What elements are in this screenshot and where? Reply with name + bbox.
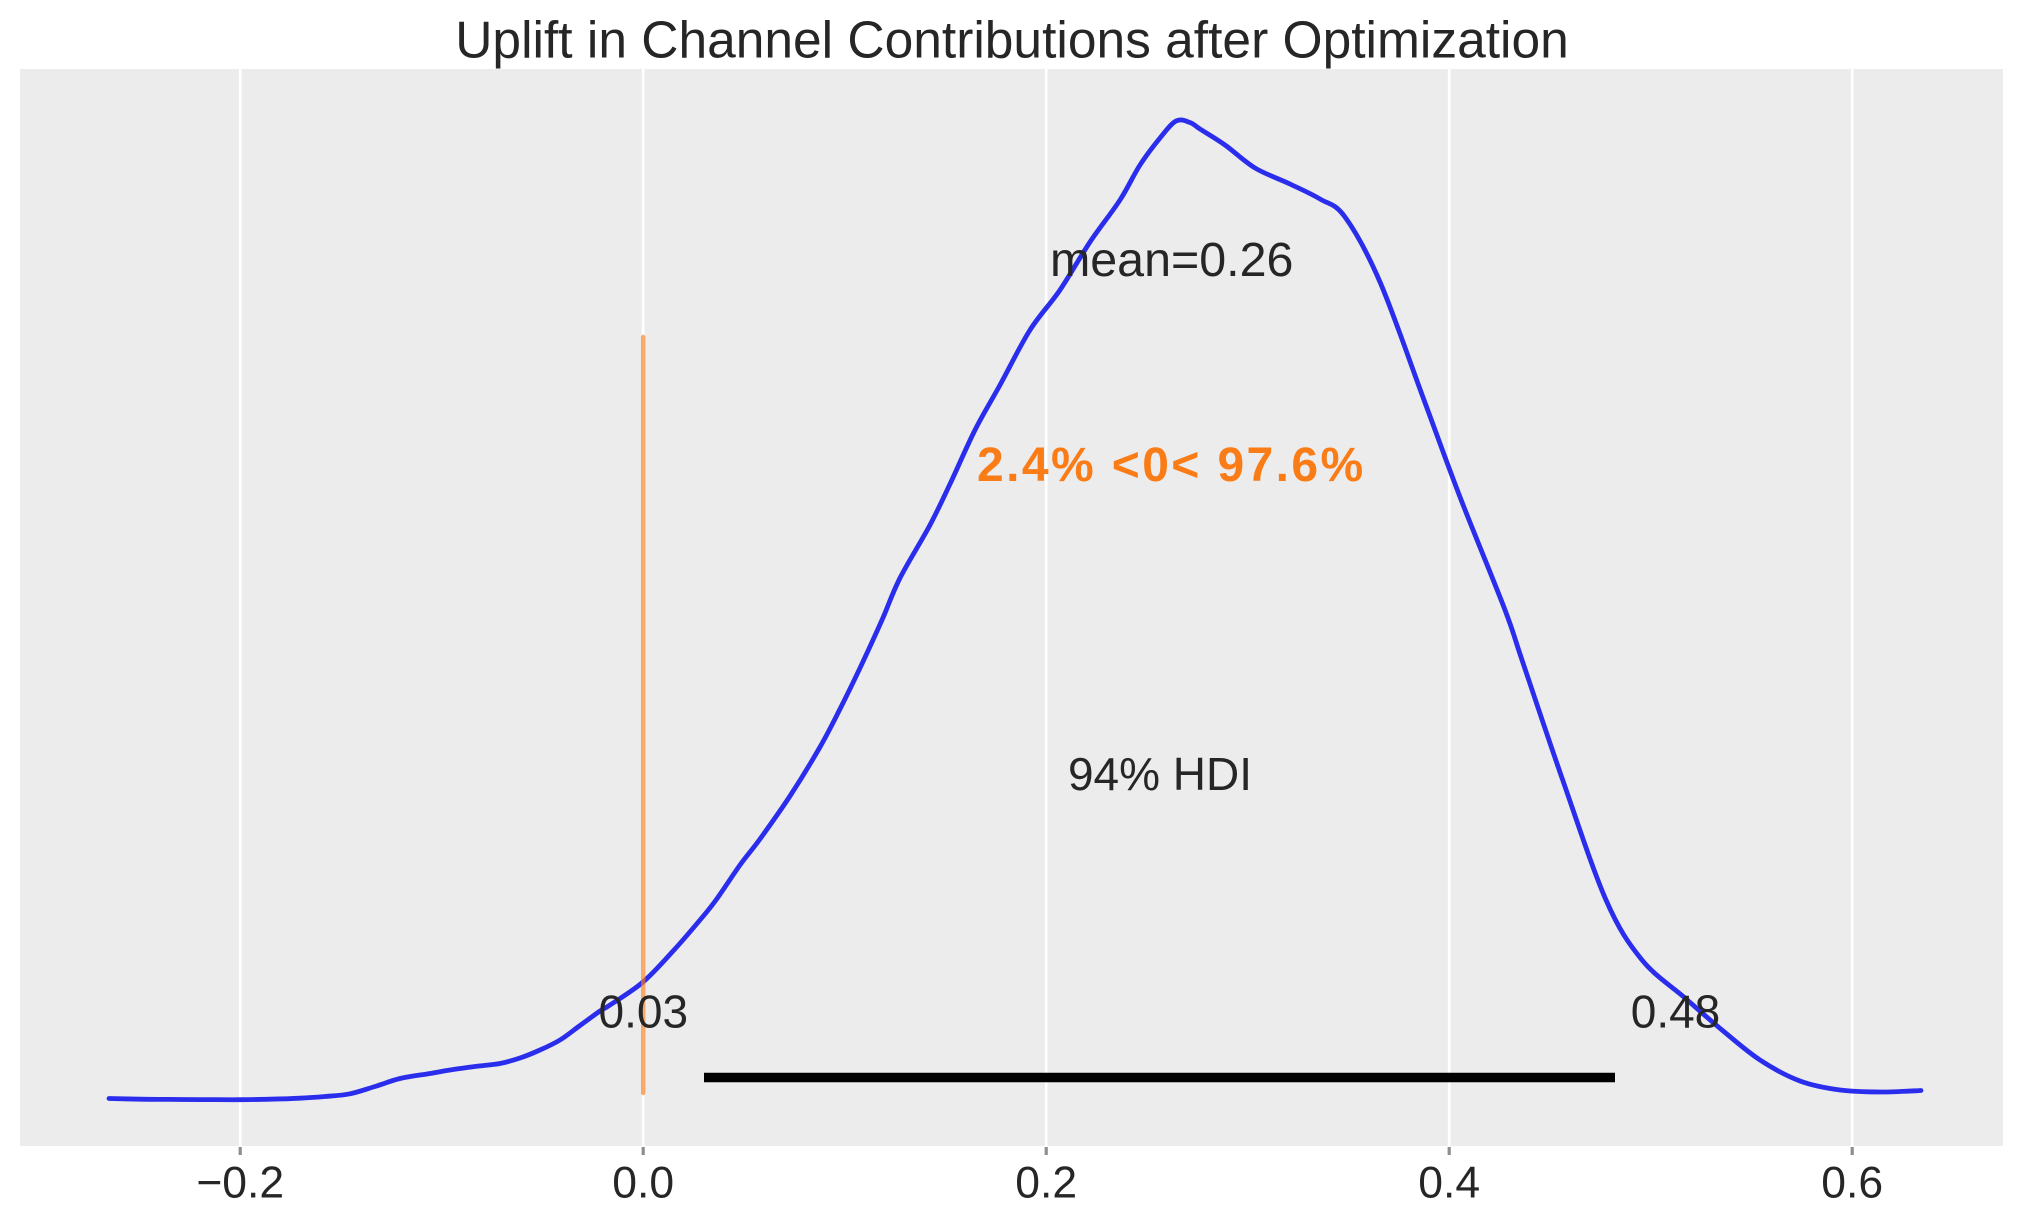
- svg-text:94% HDI: 94% HDI: [1068, 748, 1252, 800]
- svg-text:mean=0.26: mean=0.26: [1050, 233, 1294, 287]
- svg-text:0.48: 0.48: [1631, 985, 1721, 1037]
- svg-text:Uplift in Channel Contribution: Uplift in Channel Contributions after Op…: [455, 11, 1569, 69]
- svg-text:−0.2: −0.2: [196, 1159, 284, 1208]
- svg-text:0.0: 0.0: [612, 1159, 674, 1208]
- svg-text:0.03: 0.03: [599, 985, 689, 1037]
- svg-text:2.4% <0< 97.6%: 2.4% <0< 97.6%: [977, 439, 1366, 492]
- svg-text:0.2: 0.2: [1015, 1159, 1077, 1208]
- svg-text:0.4: 0.4: [1418, 1159, 1480, 1208]
- svg-text:0.6: 0.6: [1821, 1159, 1883, 1208]
